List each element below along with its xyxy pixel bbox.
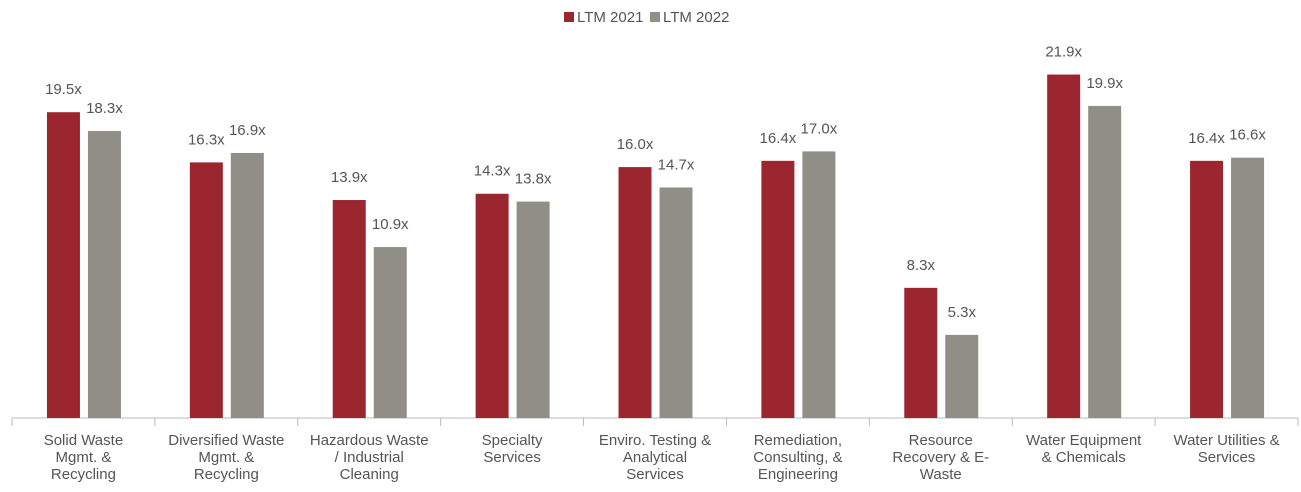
x-tick-label: Hazardous Waste bbox=[310, 432, 429, 449]
data-label: 14.3x bbox=[474, 163, 511, 180]
x-tick-label: Water Utilities & bbox=[1173, 432, 1279, 449]
bar bbox=[373, 247, 407, 418]
bar bbox=[1047, 74, 1081, 419]
x-tick-label: / Industrial bbox=[335, 449, 404, 466]
data-label: 16.9x bbox=[229, 122, 266, 139]
bar bbox=[761, 160, 795, 418]
x-tick-label: Services bbox=[1198, 449, 1256, 466]
x-tick-label: Consulting, & bbox=[753, 449, 842, 466]
data-label: 16.6x bbox=[1229, 127, 1266, 144]
data-label: 10.9x bbox=[372, 216, 409, 233]
x-tick-label: Services bbox=[626, 466, 684, 483]
x-tick-label: Remediation, bbox=[754, 432, 842, 449]
data-label: 16.4x bbox=[1188, 130, 1225, 147]
x-tick-label: Mgmt. & bbox=[198, 449, 254, 466]
data-label: 16.0x bbox=[617, 136, 654, 153]
x-tick-label: Resource bbox=[909, 432, 973, 449]
data-label: 16.3x bbox=[188, 131, 225, 148]
x-tick-label: Mgmt. & bbox=[56, 449, 112, 466]
x-tick-label: Recovery & E- bbox=[892, 449, 989, 466]
bar bbox=[618, 167, 652, 418]
legend-swatch bbox=[564, 12, 574, 22]
data-label: 13.8x bbox=[515, 171, 552, 188]
data-label: 19.9x bbox=[1086, 75, 1123, 92]
data-label: 19.5x bbox=[45, 81, 82, 98]
legend-swatch bbox=[650, 12, 660, 22]
bar bbox=[230, 152, 264, 418]
bar bbox=[475, 193, 509, 418]
data-label: 18.3x bbox=[86, 100, 123, 117]
bar bbox=[189, 162, 223, 418]
x-tick-label: Solid Waste bbox=[44, 432, 123, 449]
x-tick-label: Engineering bbox=[758, 466, 838, 483]
legend-label: LTM 2021 bbox=[577, 9, 643, 26]
x-tick-label: Recycling bbox=[194, 466, 259, 483]
data-label: 17.0x bbox=[801, 120, 838, 137]
data-label: 5.3x bbox=[948, 304, 977, 321]
x-tick-label: Specialty bbox=[482, 432, 543, 449]
x-tick-label: Services bbox=[483, 449, 541, 466]
data-label: 13.9x bbox=[331, 169, 368, 186]
bar bbox=[332, 200, 366, 418]
bar bbox=[46, 112, 80, 419]
bar bbox=[1088, 105, 1122, 418]
x-tick-label: Enviro. Testing & bbox=[599, 432, 711, 449]
data-label: 16.4x bbox=[760, 130, 797, 147]
x-tick-label: Waste bbox=[920, 466, 962, 483]
bar bbox=[87, 131, 121, 419]
legend-label: LTM 2022 bbox=[663, 9, 729, 26]
x-tick-label: & Chemicals bbox=[1042, 449, 1126, 466]
data-label: 8.3x bbox=[907, 257, 936, 274]
x-tick-label: Analytical bbox=[623, 449, 687, 466]
bar bbox=[659, 187, 693, 418]
bar bbox=[1231, 157, 1265, 418]
data-label: 21.9x bbox=[1045, 44, 1082, 61]
bar bbox=[945, 334, 979, 418]
bar bbox=[516, 201, 550, 418]
x-tick-label: Cleaning bbox=[340, 466, 399, 483]
x-tick-label: Water Equipment bbox=[1026, 432, 1142, 449]
x-tick-label: Recycling bbox=[51, 466, 116, 483]
bar bbox=[802, 151, 836, 418]
bar bbox=[1190, 160, 1224, 418]
x-tick-label: Diversified Waste bbox=[168, 432, 284, 449]
data-label: 14.7x bbox=[658, 156, 695, 173]
bar bbox=[904, 287, 938, 418]
